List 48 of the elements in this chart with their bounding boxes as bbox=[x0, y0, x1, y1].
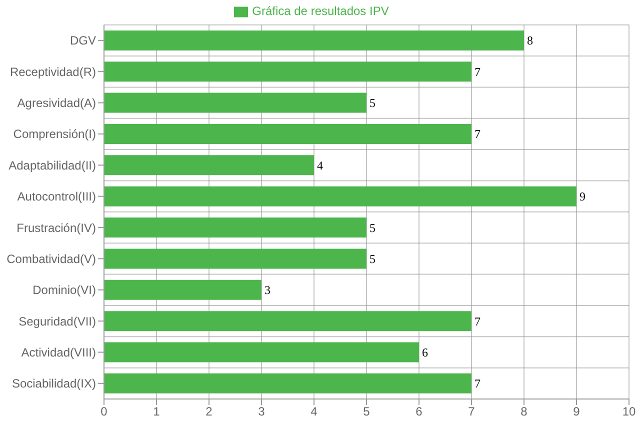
bar bbox=[104, 280, 262, 300]
y-tick-label: Sociabilidad(IX) bbox=[12, 376, 96, 391]
data-label: 3 bbox=[264, 283, 270, 298]
data-label: 7 bbox=[474, 314, 480, 328]
data-label: 5 bbox=[370, 252, 376, 266]
x-tick-label: 9 bbox=[573, 404, 580, 419]
bar bbox=[104, 62, 472, 82]
data-label: 5 bbox=[370, 220, 376, 235]
bar bbox=[104, 342, 419, 362]
x-tick-label: 6 bbox=[416, 404, 423, 419]
y-tick-label: Autocontrol(III) bbox=[17, 190, 96, 204]
data-label: 6 bbox=[422, 346, 428, 360]
data-label: 5 bbox=[370, 96, 376, 110]
legend-label: Gráfica de resultados IPV bbox=[252, 4, 389, 18]
x-tick-label: 8 bbox=[520, 404, 528, 419]
y-tick-label: Frustración(IV) bbox=[16, 220, 96, 235]
y-tick-label: Dominio(VI) bbox=[32, 283, 96, 298]
y-tick-label: Comprensión(I) bbox=[13, 127, 96, 142]
bar bbox=[104, 186, 576, 206]
data-label: 4 bbox=[317, 158, 323, 172]
x-tick-label: 7 bbox=[468, 404, 476, 419]
y-tick-label: Agresividad(A) bbox=[17, 96, 96, 110]
data-label: 7 bbox=[474, 64, 480, 79]
y-tick-label: Seguridad(VII) bbox=[18, 314, 96, 328]
bar bbox=[104, 30, 524, 50]
x-tick-label: 5 bbox=[363, 404, 370, 419]
data-label: 9 bbox=[580, 190, 586, 204]
y-tick-label: Combatividad(V) bbox=[6, 252, 96, 266]
bar bbox=[104, 92, 366, 113]
data-label: 7 bbox=[474, 127, 480, 142]
bar bbox=[104, 124, 472, 144]
x-tick-label: 1 bbox=[153, 404, 160, 419]
y-tick-label: Receptividad(R) bbox=[10, 64, 96, 79]
bar bbox=[104, 373, 472, 394]
x-tick-label: 10 bbox=[622, 404, 636, 419]
y-tick-label: Actividad(VIII) bbox=[21, 345, 96, 360]
x-tick-label: 0 bbox=[100, 404, 108, 419]
bar bbox=[104, 248, 366, 269]
y-tick-label: DGV bbox=[70, 34, 96, 48]
data-label: 7 bbox=[474, 376, 480, 391]
bar bbox=[104, 311, 472, 332]
x-tick-label: 3 bbox=[258, 404, 266, 419]
bar bbox=[104, 155, 314, 176]
x-tick-label: 2 bbox=[206, 404, 213, 419]
data-label: 8 bbox=[527, 34, 533, 48]
y-tick-label: Adaptabilidad(II) bbox=[8, 158, 96, 172]
x-tick-label: 4 bbox=[310, 404, 318, 419]
bar bbox=[104, 218, 366, 238]
